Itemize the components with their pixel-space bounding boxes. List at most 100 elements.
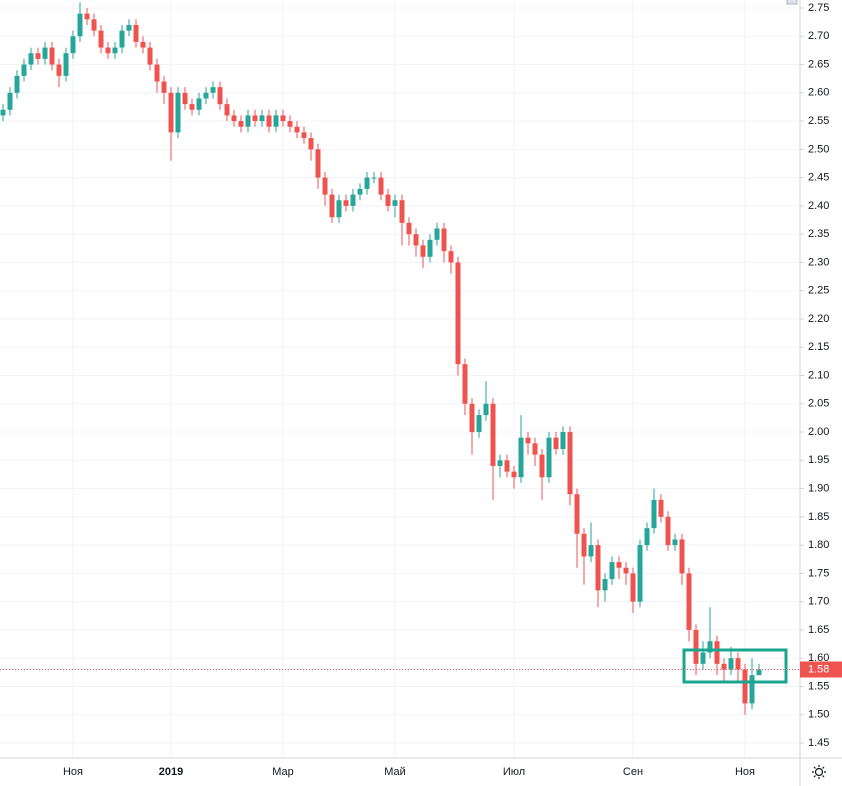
candle-body — [448, 251, 454, 263]
candle-body — [721, 663, 727, 670]
y-tick-label: 1.80 — [808, 539, 829, 551]
candle-body — [665, 516, 671, 546]
candle-body — [728, 658, 734, 670]
candle-body — [84, 13, 90, 20]
candle-body — [231, 115, 237, 122]
candle-body — [329, 194, 335, 218]
candle-body — [616, 562, 622, 568]
candle-body — [182, 92, 188, 105]
candle-body — [413, 234, 419, 246]
candle-body — [168, 92, 174, 133]
settings-icon[interactable] — [812, 765, 826, 779]
y-tick-label: 2.05 — [808, 398, 829, 410]
candle-body — [602, 579, 608, 591]
x-tick-label: Май — [384, 766, 406, 778]
candle-body — [91, 19, 97, 31]
candle-body — [483, 403, 489, 416]
candle-body — [294, 126, 300, 133]
candle-body — [49, 47, 55, 65]
candle-body — [133, 24, 139, 42]
candle-body — [98, 30, 104, 48]
candle-body — [504, 460, 510, 472]
x-tick-label: Ноя — [735, 766, 755, 778]
candle-body — [700, 652, 706, 664]
candle-body — [119, 30, 125, 48]
y-tick-label: 2.15 — [808, 341, 829, 353]
candle-body — [287, 121, 293, 127]
y-tick-label: 2.75 — [808, 2, 829, 14]
candle-body — [315, 149, 321, 178]
y-tick-label: 2.30 — [808, 256, 829, 268]
candle-body — [595, 545, 601, 591]
x-tick-label: Июл — [503, 766, 525, 778]
candle-body — [189, 104, 195, 110]
candle-body — [140, 41, 146, 48]
candle-body — [42, 47, 48, 59]
candle-body — [238, 121, 244, 127]
candle-body — [742, 669, 748, 704]
candle-body — [21, 64, 27, 76]
candle-body — [735, 658, 741, 670]
candle-body — [609, 562, 615, 580]
y-tick-label: 1.55 — [808, 680, 829, 692]
y-tick-label: 2.55 — [808, 115, 829, 127]
candle-body — [63, 53, 69, 76]
candle-body — [518, 437, 524, 478]
candle-body — [252, 115, 258, 122]
candle-body — [350, 194, 356, 206]
candle-body — [476, 415, 482, 433]
y-tick-label: 2.10 — [808, 369, 829, 381]
candle-body — [266, 115, 272, 127]
y-tick-label: 1.45 — [808, 737, 829, 749]
scale-button[interactable] — [786, 0, 798, 5]
candle-body — [154, 64, 160, 82]
x-tick-label: Мар — [272, 766, 294, 778]
candle-body — [28, 53, 34, 65]
candle-body — [203, 92, 209, 99]
candle-body — [686, 573, 692, 630]
candle-body — [273, 115, 279, 127]
candle-body — [343, 200, 349, 206]
candle-body — [217, 87, 223, 105]
candle-body — [161, 81, 167, 93]
candle-body — [630, 573, 636, 602]
candle-body — [756, 669, 762, 676]
y-tick-label: 1.90 — [808, 482, 829, 494]
candle-body — [35, 53, 41, 59]
candle-body — [672, 539, 678, 546]
candle-body — [210, 87, 216, 93]
candle-body — [749, 675, 755, 704]
candle-body — [77, 13, 83, 37]
candle-body — [70, 36, 76, 54]
candle-body — [511, 471, 517, 478]
candle-body — [455, 262, 461, 365]
candle-body — [147, 47, 153, 65]
candle-body — [651, 499, 657, 529]
candle-body — [371, 177, 377, 179]
candle-body — [385, 194, 391, 206]
candle-body — [280, 115, 286, 122]
y-tick-label: 2.70 — [808, 30, 829, 42]
y-tick-label: 1.70 — [808, 596, 829, 608]
last-price-box — [800, 661, 842, 678]
candle-body — [525, 437, 531, 444]
candle-body — [707, 641, 713, 653]
candle-body — [364, 177, 370, 189]
candle-body — [322, 177, 328, 195]
y-tick-label: 2.50 — [808, 143, 829, 155]
candle-body — [581, 533, 587, 557]
y-tick-label: 2.35 — [808, 228, 829, 240]
candle-body — [637, 545, 643, 602]
x-tick-label: 2019 — [159, 766, 183, 778]
candle-body — [532, 443, 538, 455]
y-tick-label: 2.60 — [808, 87, 829, 99]
candle-body — [679, 539, 685, 574]
candle-body — [427, 239, 433, 257]
y-tick-label: 1.75 — [808, 567, 829, 579]
grid — [0, 0, 800, 758]
candle-body — [553, 437, 559, 449]
candle-body — [378, 177, 384, 195]
y-tick-label: 2.00 — [808, 426, 829, 438]
y-tick-label: 2.45 — [808, 172, 829, 184]
